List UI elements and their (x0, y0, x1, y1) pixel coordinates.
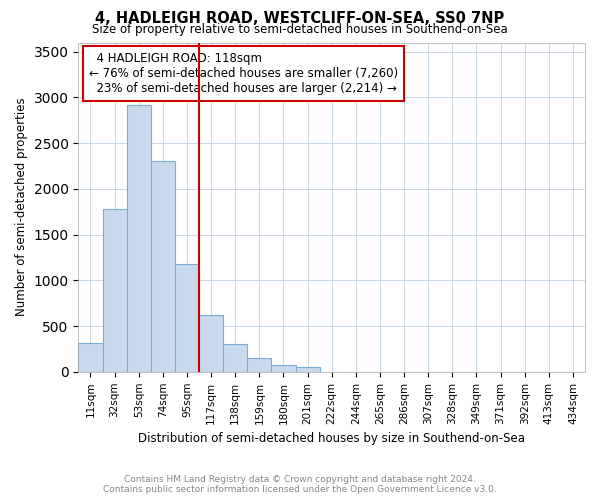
Bar (151, 162, 175, 372)
Bar (103, 209, 127, 372)
Bar (199, 315, 223, 372)
Bar (247, 358, 271, 372)
Bar (127, 104, 151, 372)
Bar (175, 264, 199, 372)
Text: Contains HM Land Registry data © Crown copyright and database right 2024.
Contai: Contains HM Land Registry data © Crown c… (103, 474, 497, 494)
Bar (223, 344, 247, 372)
Text: 4, HADLEIGH ROAD, WESTCLIFF-ON-SEA, SS0 7NP: 4, HADLEIGH ROAD, WESTCLIFF-ON-SEA, SS0 … (95, 11, 505, 26)
Text: 4 HADLEIGH ROAD: 118sqm
← 76% of semi-detached houses are smaller (7,260)
  23% : 4 HADLEIGH ROAD: 118sqm ← 76% of semi-de… (89, 52, 398, 96)
X-axis label: Distribution of semi-detached houses by size in Southend-on-Sea: Distribution of semi-detached houses by … (138, 432, 525, 445)
Bar (79, 344, 103, 372)
Text: Size of property relative to semi-detached houses in Southend-on-Sea: Size of property relative to semi-detach… (92, 22, 508, 36)
Y-axis label: Number of semi-detached properties: Number of semi-detached properties (15, 98, 28, 316)
Bar (296, 367, 320, 372)
Bar (271, 366, 296, 372)
